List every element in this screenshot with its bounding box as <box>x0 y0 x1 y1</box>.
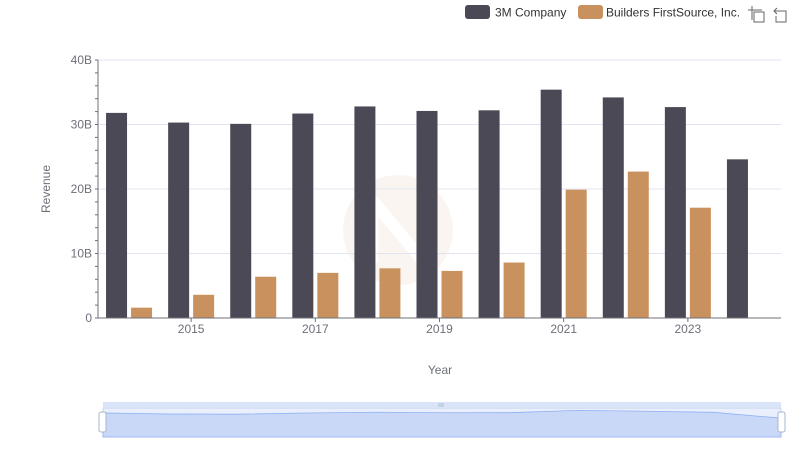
x-tick-label: 2019 <box>426 322 453 336</box>
y-tick-label: 10B <box>71 247 92 261</box>
y-tick-label: 0 <box>85 311 92 325</box>
slider-right-handle[interactable] <box>777 411 786 433</box>
legend-swatch[interactable] <box>578 5 603 19</box>
bar-series-1[interactable] <box>292 113 314 318</box>
bar-series-2[interactable] <box>627 171 649 318</box>
bar-series-2[interactable] <box>689 207 711 318</box>
y-tick-label: 40B <box>71 53 92 67</box>
bar-series-2[interactable] <box>503 262 525 318</box>
bar-series-2[interactable] <box>317 272 339 318</box>
x-tick-label: 2023 <box>675 322 702 336</box>
y-axis-title: Revenue <box>39 165 53 213</box>
slider-preview-area <box>102 409 782 438</box>
legend-label[interactable]: 3M Company <box>495 6 566 20</box>
bar-series-1[interactable] <box>230 123 252 318</box>
slider-left-handle[interactable] <box>98 411 107 433</box>
bar-series-1[interactable] <box>478 110 500 318</box>
slider-grip-icon <box>438 403 444 407</box>
x-tick-label: 2015 <box>178 322 205 336</box>
bars <box>106 89 748 319</box>
bar-series-1[interactable] <box>106 112 128 318</box>
zoom-icon[interactable] <box>748 6 765 23</box>
bar-series-2[interactable] <box>379 268 401 318</box>
bar-series-2[interactable] <box>441 270 463 318</box>
bar-series-2[interactable] <box>255 276 277 318</box>
bar-series-1[interactable] <box>602 97 624 318</box>
y-tick-label: 20B <box>71 182 92 196</box>
x-axis: 2015 2017 2019 2021 2023 <box>98 317 781 336</box>
bar-series-1[interactable] <box>416 110 438 318</box>
bar-series-1[interactable] <box>726 159 748 318</box>
bar-series-2[interactable] <box>131 307 153 318</box>
y-tick-label: 30B <box>71 118 92 132</box>
bar-series-1[interactable] <box>354 106 376 318</box>
restore-icon[interactable] <box>773 7 787 23</box>
x-tick-label: 2021 <box>550 322 577 336</box>
legend-swatch[interactable] <box>465 5 490 19</box>
bar-series-2[interactable] <box>565 189 587 318</box>
x-tick-label: 2017 <box>302 322 329 336</box>
bar-series-1[interactable] <box>664 107 686 319</box>
bar-series-2[interactable] <box>193 294 215 318</box>
slider-move-bar[interactable] <box>103 402 781 408</box>
legend-label[interactable]: Builders FirstSource, Inc. <box>606 6 740 20</box>
y-axis: 0 10B 20B 30B 40B <box>71 53 99 325</box>
bar-series-1[interactable] <box>540 89 562 318</box>
data-zoom-slider[interactable] <box>98 402 786 438</box>
legend: 3M Company Builders FirstSource, Inc. <box>465 5 740 20</box>
x-axis-title: Year <box>428 363 452 377</box>
bar-series-1[interactable] <box>168 122 190 318</box>
